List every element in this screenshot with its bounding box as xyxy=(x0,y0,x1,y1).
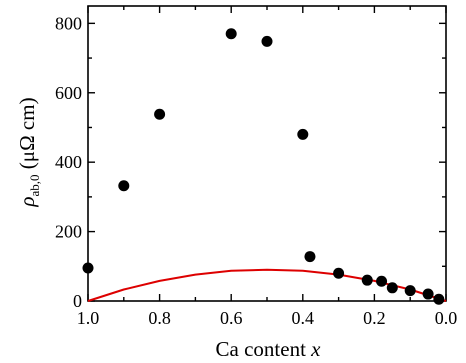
data-point xyxy=(82,262,94,274)
x-tick-label: 0.8 xyxy=(148,308,171,328)
x-axis: 1.0 0.8 0.6 0.4 0.2 0.0 xyxy=(77,6,458,328)
plot-border xyxy=(87,5,447,302)
data-point xyxy=(433,293,445,305)
plot-frame xyxy=(87,5,447,302)
data-point xyxy=(404,285,416,297)
x-tick-label: 0.0 xyxy=(435,308,458,328)
data-point xyxy=(361,274,373,286)
data-point xyxy=(376,275,388,287)
x-tick-label: 0.4 xyxy=(292,308,315,328)
data-point xyxy=(225,28,237,40)
y-axis-label-symbol: ρ xyxy=(15,196,39,207)
data-point xyxy=(386,282,398,294)
y-axis-label: ρab,0 (μΩ cm) xyxy=(15,97,42,207)
y-tick-label: 800 xyxy=(55,13,82,33)
data-points-layer xyxy=(82,28,445,305)
x-axis-label: Ca content x xyxy=(216,337,322,361)
data-point xyxy=(154,108,166,120)
y-axis: 0 200 400 600 800 xyxy=(55,13,446,311)
y-tick-label: 200 xyxy=(55,222,82,242)
data-point xyxy=(297,128,309,140)
x-axis-label-main: Ca content xyxy=(216,337,312,361)
y-tick-label: 600 xyxy=(55,83,82,103)
data-point xyxy=(422,288,434,300)
y-tick-label: 0 xyxy=(73,291,82,311)
y-tick-label: 400 xyxy=(55,152,82,172)
x-axis-label-variable: x xyxy=(310,337,321,361)
data-point xyxy=(118,180,130,192)
y-axis-label-subscript: ab,0 xyxy=(27,174,42,196)
data-point xyxy=(304,251,316,263)
x-tick-label: 0.2 xyxy=(363,308,386,328)
y-axis-label-unit: (μΩ cm) xyxy=(15,97,39,174)
x-tick-label: 1.0 xyxy=(77,308,100,328)
data-point xyxy=(333,267,345,279)
data-point xyxy=(261,35,273,47)
x-tick-label: 0.6 xyxy=(220,308,243,328)
